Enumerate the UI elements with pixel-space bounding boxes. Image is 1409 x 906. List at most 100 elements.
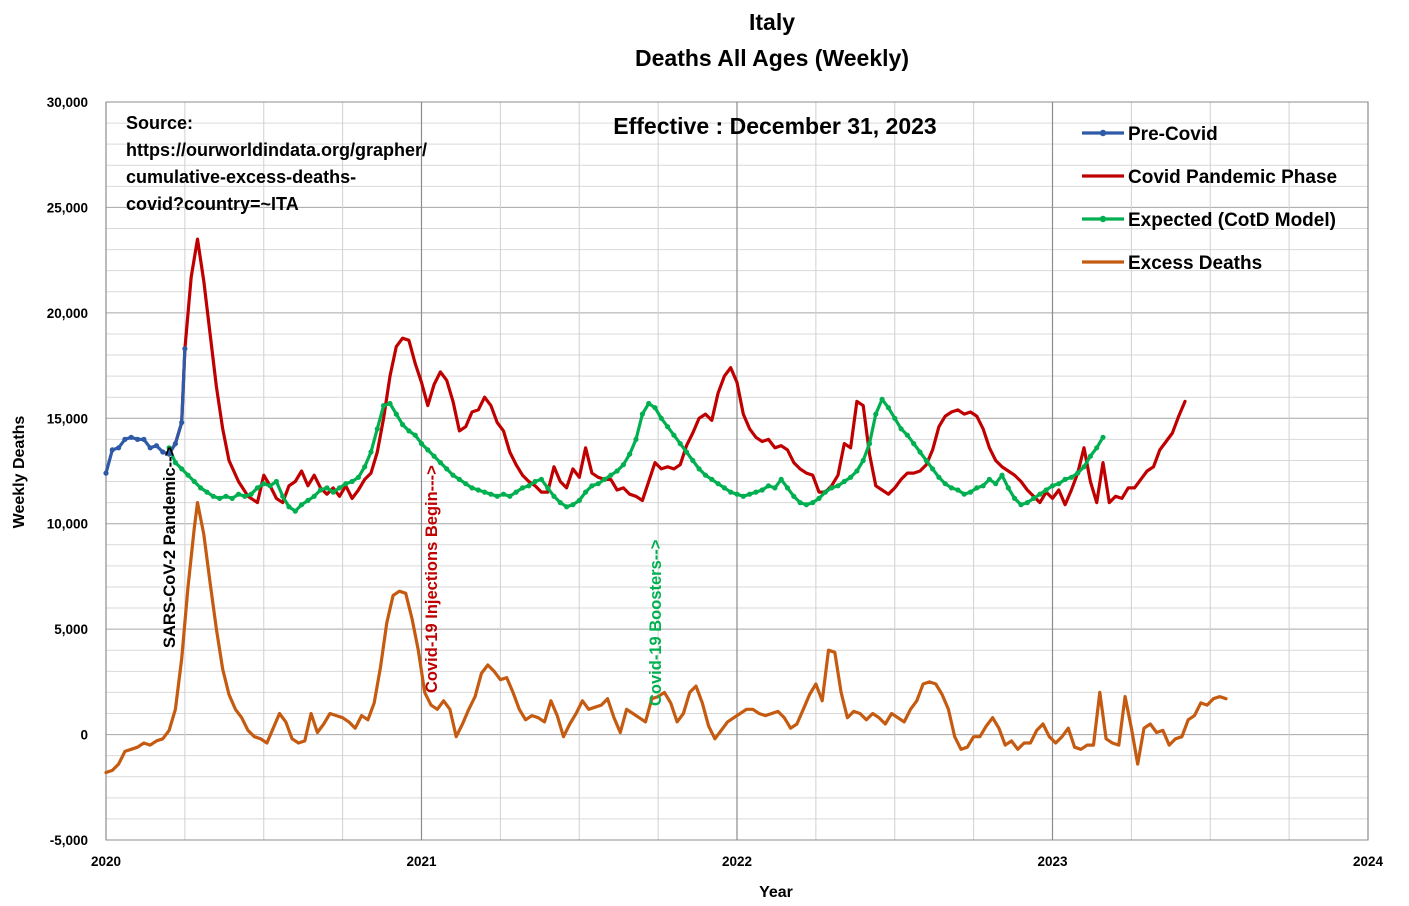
data-point bbox=[393, 411, 399, 417]
y-tick-label: 20,000 bbox=[47, 306, 88, 321]
x-tick-label: 2021 bbox=[406, 854, 437, 869]
data-point bbox=[532, 478, 538, 485]
data-point bbox=[942, 481, 948, 487]
data-point bbox=[179, 466, 185, 472]
data-point bbox=[254, 485, 260, 491]
data-point bbox=[1094, 445, 1100, 451]
source-line: Source: bbox=[126, 113, 193, 133]
data-point bbox=[343, 481, 349, 487]
data-point bbox=[879, 396, 885, 402]
data-point bbox=[128, 434, 134, 440]
legend-item: Pre-Covid bbox=[1082, 124, 1218, 145]
data-point bbox=[286, 504, 292, 510]
data-point bbox=[873, 411, 879, 417]
data-point bbox=[576, 497, 582, 504]
data-point bbox=[1005, 485, 1011, 491]
data-point bbox=[911, 441, 917, 447]
data-point bbox=[936, 474, 942, 480]
data-point bbox=[753, 489, 759, 495]
x-axis-label: Year bbox=[759, 884, 793, 901]
data-point bbox=[210, 493, 216, 499]
data-point bbox=[545, 485, 551, 491]
source-line: https://ourworldindata.org/grapher/ bbox=[126, 140, 427, 160]
data-point bbox=[172, 441, 178, 447]
data-point bbox=[1037, 491, 1043, 497]
legend: Pre-Covid Covid Pandemic Phase Expected (C… bbox=[1082, 124, 1337, 274]
y-tick-label: -5,000 bbox=[50, 833, 88, 848]
data-point bbox=[967, 489, 974, 495]
data-point bbox=[772, 485, 778, 491]
data-point bbox=[526, 483, 532, 489]
y-tick-labels: -5,000 0 5,000 10,000 15,000 20,000 25,000 30,0… bbox=[47, 95, 88, 848]
data-point bbox=[564, 504, 570, 510]
series-expected-cotd-model bbox=[166, 396, 1106, 514]
annotations: SARS-CoV-2 Pandemic--> Covid-19 Injection… bbox=[161, 447, 665, 706]
data-point bbox=[235, 491, 242, 497]
data-point bbox=[955, 487, 961, 493]
y-tick-label: 5,000 bbox=[54, 622, 88, 637]
y-tick-label: 0 bbox=[80, 728, 88, 743]
data-point bbox=[475, 487, 481, 493]
data-point bbox=[822, 489, 828, 495]
data-point bbox=[835, 483, 841, 489]
source-line: covid?country=~ITA bbox=[126, 194, 299, 214]
data-point bbox=[728, 489, 734, 495]
data-point bbox=[557, 500, 563, 506]
data-point bbox=[463, 481, 469, 487]
legend-item: Expected (CotD Model) bbox=[1082, 210, 1336, 231]
legend-label: Expected (CotD Model) bbox=[1128, 210, 1336, 231]
data-point bbox=[665, 424, 671, 430]
data-point bbox=[1049, 483, 1056, 489]
data-point bbox=[696, 466, 702, 472]
data-point bbox=[299, 502, 305, 508]
data-point bbox=[791, 493, 797, 499]
data-point bbox=[292, 508, 298, 514]
data-point bbox=[317, 487, 324, 493]
data-point bbox=[608, 472, 614, 478]
data-point bbox=[482, 489, 488, 495]
data-point bbox=[494, 493, 500, 499]
legend-marker bbox=[1099, 129, 1107, 137]
data-point bbox=[141, 436, 147, 442]
series-covid-pandemic-phase bbox=[167, 237, 1187, 507]
data-point bbox=[721, 485, 728, 491]
data-point bbox=[1087, 453, 1093, 459]
data-point bbox=[690, 457, 696, 464]
data-point bbox=[1018, 502, 1024, 508]
data-point bbox=[683, 449, 690, 455]
chart-subtitle: Deaths All Ages (Weekly) bbox=[635, 45, 909, 71]
data-point bbox=[627, 451, 633, 457]
data-point bbox=[620, 462, 627, 468]
data-point bbox=[923, 457, 929, 464]
chart-title: Italy bbox=[749, 9, 795, 35]
data-point bbox=[980, 483, 986, 489]
x-tick-labels: 2020 2021 2022 2023 2024 bbox=[91, 854, 1384, 869]
data-point bbox=[217, 495, 223, 501]
data-point bbox=[866, 441, 873, 447]
y-tick-label: 30,000 bbox=[47, 95, 88, 110]
data-point bbox=[179, 419, 185, 426]
data-point bbox=[153, 443, 160, 449]
data-point bbox=[456, 476, 462, 482]
data-point bbox=[374, 426, 380, 432]
x-tick-label: 2022 bbox=[722, 854, 752, 869]
data-point bbox=[999, 472, 1005, 478]
data-point bbox=[116, 445, 122, 451]
data-point bbox=[381, 403, 387, 409]
data-point bbox=[1043, 487, 1049, 493]
annotation-label: SARS-CoV-2 Pandemic--> bbox=[161, 447, 179, 648]
data-point bbox=[362, 464, 368, 470]
data-point bbox=[898, 426, 904, 432]
data-point bbox=[261, 481, 267, 487]
legend-item: Covid Pandemic Phase bbox=[1082, 167, 1337, 188]
data-point bbox=[930, 466, 936, 472]
source-note: Source: https://ourworldindata.org/graph… bbox=[126, 113, 427, 214]
data-point bbox=[702, 472, 709, 478]
data-point bbox=[109, 447, 115, 453]
data-point bbox=[507, 493, 513, 499]
annotation-label: Covid-19 Boosters--> bbox=[647, 540, 665, 706]
data-point bbox=[418, 441, 425, 447]
data-point bbox=[1081, 464, 1087, 470]
data-point bbox=[810, 500, 816, 506]
data-point bbox=[614, 468, 620, 474]
